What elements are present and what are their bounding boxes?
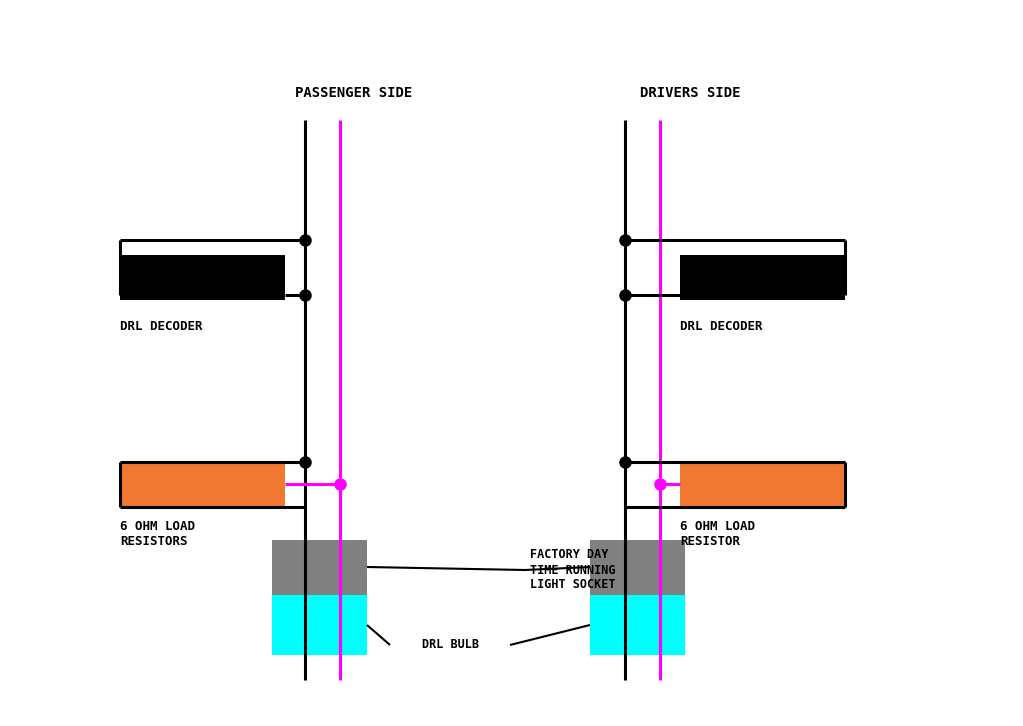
Text: DRIVERS SIDE: DRIVERS SIDE (640, 86, 741, 100)
Bar (272, 540, 367, 595)
Text: DRL DECODER: DRL DECODER (680, 320, 762, 333)
Text: PASSENGER SIDE: PASSENGER SIDE (295, 86, 412, 100)
Text: 6 OHM LOAD
RESISTOR: 6 OHM LOAD RESISTOR (680, 520, 755, 548)
Text: FACTORY DAY
TIME RUNNING
LIGHT SOCKET: FACTORY DAY TIME RUNNING LIGHT SOCKET (530, 549, 616, 592)
Bar (272, 595, 367, 655)
Text: 6 OHM LOAD
RESISTORS: 6 OHM LOAD RESISTORS (120, 520, 195, 548)
Bar (680, 255, 845, 300)
Bar (590, 540, 685, 595)
Text: DRL BULB: DRL BULB (421, 638, 479, 651)
Bar (590, 595, 685, 655)
Bar (120, 462, 285, 507)
Bar (680, 462, 845, 507)
Bar (120, 255, 285, 300)
Text: DRL DECODER: DRL DECODER (120, 320, 203, 333)
